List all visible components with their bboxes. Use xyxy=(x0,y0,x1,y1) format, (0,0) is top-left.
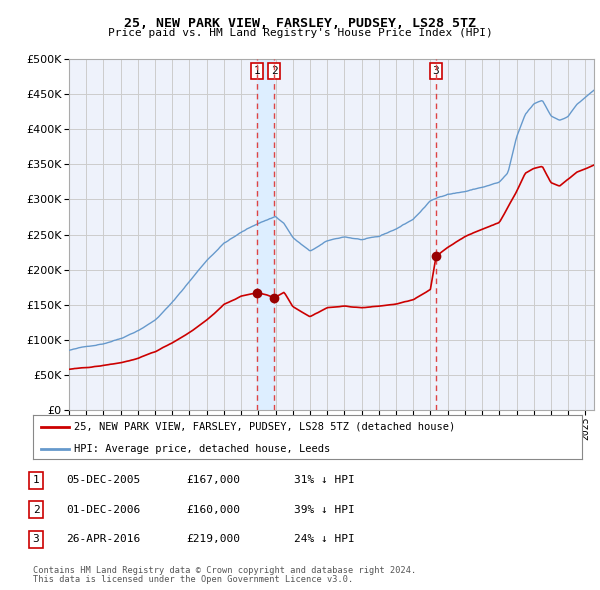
Text: £219,000: £219,000 xyxy=(186,535,240,544)
Text: 1: 1 xyxy=(254,66,260,76)
Bar xyxy=(257,59,274,410)
Text: 25, NEW PARK VIEW, FARSLEY, PUDSEY, LS28 5TZ: 25, NEW PARK VIEW, FARSLEY, PUDSEY, LS28… xyxy=(124,17,476,30)
Text: 2: 2 xyxy=(32,505,40,514)
Text: Price paid vs. HM Land Registry's House Price Index (HPI): Price paid vs. HM Land Registry's House … xyxy=(107,28,493,38)
Text: Contains HM Land Registry data © Crown copyright and database right 2024.: Contains HM Land Registry data © Crown c… xyxy=(33,566,416,575)
Text: 2: 2 xyxy=(271,66,278,76)
Text: 05-DEC-2005: 05-DEC-2005 xyxy=(66,476,140,485)
Text: 39% ↓ HPI: 39% ↓ HPI xyxy=(294,505,355,514)
Text: £160,000: £160,000 xyxy=(186,505,240,514)
Text: 31% ↓ HPI: 31% ↓ HPI xyxy=(294,476,355,485)
Text: This data is licensed under the Open Government Licence v3.0.: This data is licensed under the Open Gov… xyxy=(33,575,353,584)
Text: 24% ↓ HPI: 24% ↓ HPI xyxy=(294,535,355,544)
Text: 3: 3 xyxy=(433,66,439,76)
Text: HPI: Average price, detached house, Leeds: HPI: Average price, detached house, Leed… xyxy=(74,444,331,454)
Text: 1: 1 xyxy=(32,476,40,485)
Text: 01-DEC-2006: 01-DEC-2006 xyxy=(66,505,140,514)
Text: £167,000: £167,000 xyxy=(186,476,240,485)
Text: 26-APR-2016: 26-APR-2016 xyxy=(66,535,140,544)
Text: 3: 3 xyxy=(32,535,40,544)
Text: 25, NEW PARK VIEW, FARSLEY, PUDSEY, LS28 5TZ (detached house): 25, NEW PARK VIEW, FARSLEY, PUDSEY, LS28… xyxy=(74,422,455,432)
